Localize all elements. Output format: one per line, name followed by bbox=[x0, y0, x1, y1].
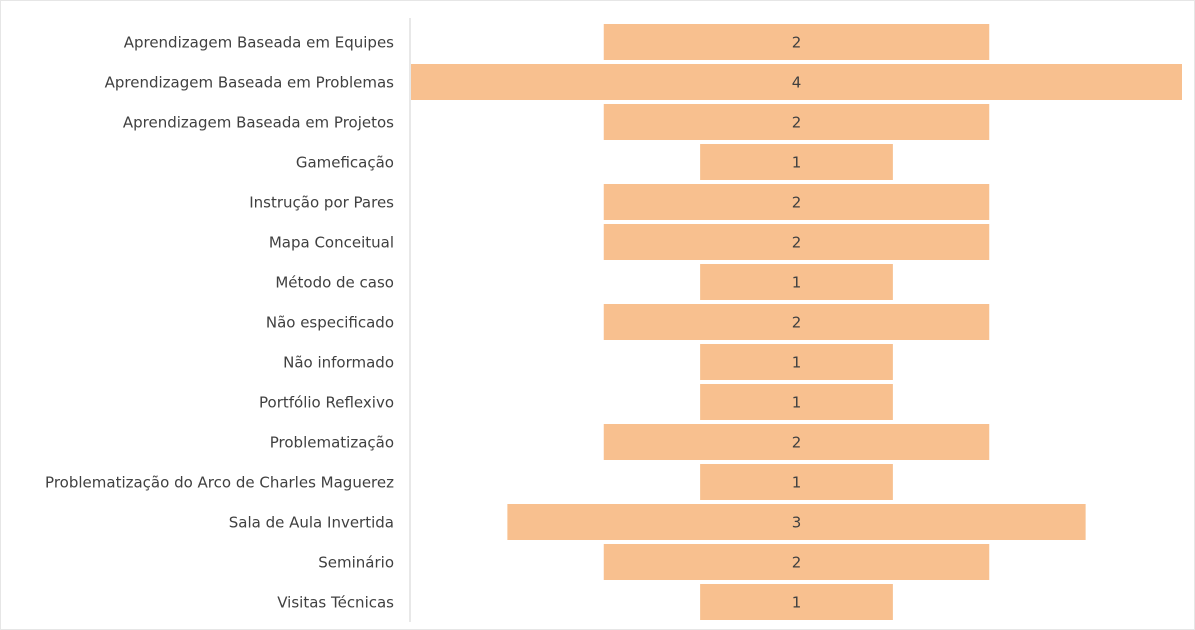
data-label: 1 bbox=[792, 594, 802, 612]
data-label: 2 bbox=[792, 434, 802, 452]
data-label: 2 bbox=[792, 114, 802, 132]
data-label: 2 bbox=[792, 554, 802, 572]
category-label: Seminário bbox=[318, 554, 394, 572]
bar bbox=[700, 264, 893, 300]
category-label: Gameficação bbox=[296, 154, 394, 172]
category-label: Método de caso bbox=[275, 274, 394, 292]
bar bbox=[700, 464, 893, 500]
data-label: 1 bbox=[792, 274, 802, 292]
category-label: Não especificado bbox=[266, 314, 394, 332]
data-label: 1 bbox=[792, 474, 802, 492]
category-label: Problematização do Arco de Charles Mague… bbox=[45, 474, 394, 492]
category-label: Aprendizagem Baseada em Projetos bbox=[123, 114, 394, 132]
bar bbox=[603, 224, 990, 260]
category-label: Problematização bbox=[270, 434, 394, 452]
data-label: 2 bbox=[792, 314, 802, 332]
bar bbox=[700, 384, 893, 420]
data-label: 2 bbox=[792, 234, 802, 252]
category-label: Sala de Aula Invertida bbox=[229, 514, 394, 532]
category-label: Aprendizagem Baseada em Equipes bbox=[124, 34, 394, 52]
data-label: 1 bbox=[792, 154, 802, 172]
bar bbox=[507, 504, 1086, 540]
bar bbox=[700, 344, 893, 380]
bar bbox=[603, 184, 990, 220]
category-label: Aprendizagem Baseada em Problemas bbox=[105, 74, 395, 92]
category-label: Mapa Conceitual bbox=[269, 234, 394, 252]
bar bbox=[411, 64, 1182, 100]
data-label: 3 bbox=[792, 514, 802, 532]
bar bbox=[603, 24, 990, 60]
bar bbox=[603, 424, 990, 460]
data-label: 2 bbox=[792, 34, 802, 52]
bar bbox=[700, 144, 893, 180]
bar bbox=[603, 304, 990, 340]
category-label: Não informado bbox=[283, 354, 394, 372]
bar bbox=[700, 584, 893, 620]
bar bbox=[603, 104, 990, 140]
data-label: 2 bbox=[792, 194, 802, 212]
category-label: Visitas Técnicas bbox=[277, 594, 394, 612]
data-label: 1 bbox=[792, 394, 802, 412]
data-label: 4 bbox=[792, 74, 802, 92]
bar bbox=[603, 544, 990, 580]
category-label: Portfólio Reflexivo bbox=[259, 394, 394, 412]
data-label: 1 bbox=[792, 354, 802, 372]
category-label: Instrução por Pares bbox=[249, 194, 394, 212]
